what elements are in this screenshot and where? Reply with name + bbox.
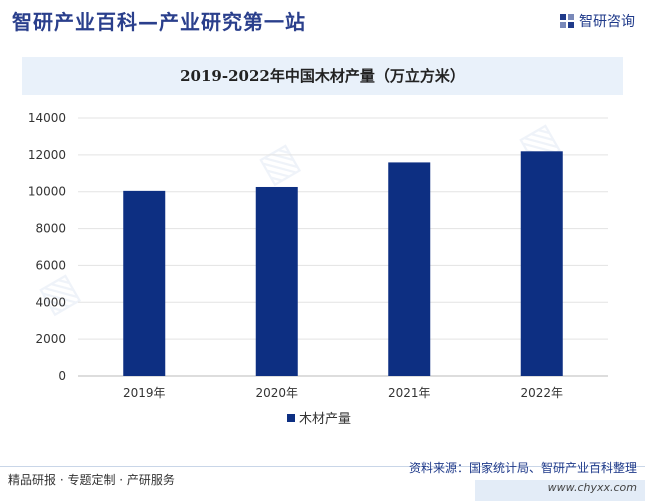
- x-tick-label: 2020年: [255, 386, 298, 400]
- y-tick-label: 6000: [35, 258, 66, 272]
- brand-logo-icon: [560, 14, 574, 28]
- footer-tagline: 精品研报 · 专题定制 · 产研服务: [8, 473, 175, 487]
- bar: [388, 162, 431, 376]
- bar-chart: 0 2000 4000 6000 8000 10000 12000 14000 2019年 202…: [28, 111, 608, 427]
- site-title: 智研产业百科—产业研究第一站: [12, 10, 306, 34]
- y-tick-label: 0: [58, 369, 66, 383]
- y-tick-label: 10000: [28, 185, 66, 199]
- y-tick-label: 4000: [35, 295, 66, 309]
- x-tick-label: 2021年: [388, 386, 431, 400]
- legend-swatch: [287, 414, 295, 422]
- chart-title-box: 2019-2022年中国木材产量（万立方米）: [22, 57, 623, 95]
- data-source: 资料来源：国家统计局、智研产业百科整理: [408, 461, 637, 475]
- y-tick-label: 8000: [35, 222, 66, 236]
- x-tick-label: 2022年: [520, 386, 563, 400]
- y-tick-label: 14000: [28, 111, 66, 125]
- brand[interactable]: 智研咨询: [559, 11, 635, 31]
- legend-label: 木材产量: [299, 412, 351, 427]
- header: 智研产业百科—产业研究第一站 智研咨询: [0, 0, 645, 40]
- bar: [520, 151, 563, 376]
- chart-title: 2019-2022年中国木材产量（万立方米）: [180, 67, 465, 85]
- y-tick-label: 12000: [28, 148, 66, 162]
- footer-divider: [0, 466, 645, 467]
- x-tick-label: 2019年: [123, 386, 166, 400]
- url-bar: [475, 480, 645, 501]
- bar: [255, 186, 298, 376]
- brand-name: 智研咨询: [579, 14, 635, 30]
- bar: [123, 190, 166, 376]
- y-tick-label: 2000: [35, 332, 66, 346]
- site-url[interactable]: www.chyxx.com: [547, 481, 637, 494]
